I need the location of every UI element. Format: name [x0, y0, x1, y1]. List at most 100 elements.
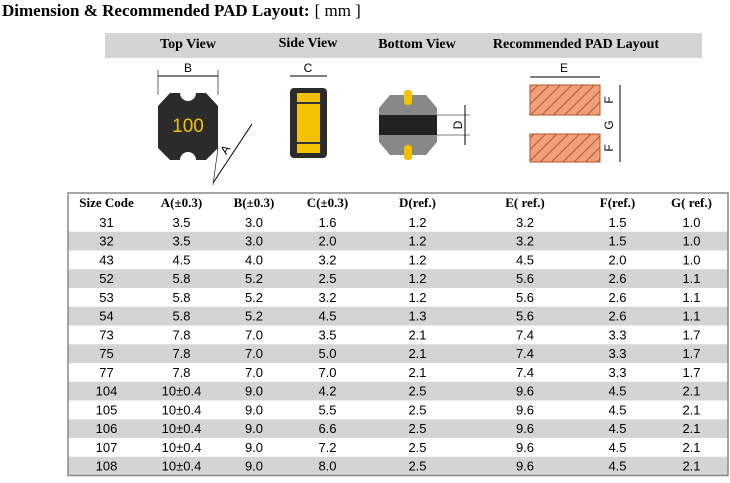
cell: 3.0	[245, 234, 263, 249]
cell: 4.5	[608, 440, 626, 455]
column-header: F(ref.)	[600, 195, 635, 210]
cell: 2.0	[318, 234, 336, 249]
column-header: E( ref.)	[505, 195, 544, 210]
row-bg	[68, 325, 728, 345]
cell: 5.6	[516, 271, 534, 286]
cell: 9.6	[516, 384, 534, 399]
cell: 5.2	[245, 309, 263, 324]
cell: 108	[96, 459, 118, 474]
cell: 5.5	[318, 402, 336, 417]
cell: 4.5	[516, 252, 534, 267]
cell: 2.6	[608, 309, 626, 324]
cell: 2.0	[608, 252, 626, 267]
cell: 3.5	[172, 215, 190, 230]
marking: 100	[172, 116, 204, 137]
side-view: C	[290, 61, 327, 158]
cell: 31	[99, 215, 113, 230]
cell: 9.0	[245, 384, 263, 399]
column-header: D(ref.)	[399, 195, 436, 210]
cell: 4.5	[608, 402, 626, 417]
cell: 9.0	[245, 402, 263, 417]
cell: 7.8	[172, 346, 190, 361]
cell: 73	[99, 327, 113, 342]
column-header: G( ref.)	[671, 195, 712, 210]
row-bg	[68, 344, 728, 363]
cell: 107	[96, 440, 118, 455]
cell: 5.6	[516, 290, 534, 305]
cell: 104	[96, 384, 118, 399]
cell: 5.8	[172, 309, 190, 324]
title-unit: [ mm ]	[315, 1, 361, 20]
cell: 3.5	[318, 327, 336, 342]
cell: 4.2	[318, 384, 336, 399]
view-header: Recommended PAD Layout	[493, 37, 660, 52]
cell: 2.5	[408, 384, 426, 399]
cell: 2.6	[608, 271, 626, 286]
table-border	[67, 192, 729, 477]
cell: 1.2	[408, 234, 426, 249]
cell: 2.1	[408, 346, 426, 361]
cell: 7.0	[245, 327, 263, 342]
dim-label: E	[560, 61, 568, 75]
cell: 3.5	[172, 234, 190, 249]
cell: 4.0	[245, 252, 263, 267]
cell: 3.3	[608, 346, 626, 361]
cell: 1.1	[682, 309, 700, 324]
cell: 2.5	[408, 459, 426, 474]
title: Dimension & Recommended PAD Layout: [ mm …	[2, 1, 361, 20]
cell: 4.5	[608, 384, 626, 399]
cell: 9.6	[516, 421, 534, 436]
cell: 105	[96, 402, 118, 417]
column-header: C(±0.3)	[307, 195, 348, 210]
cell: 10±0.4	[162, 421, 202, 436]
row-bg	[68, 456, 728, 476]
dim-label: A	[217, 142, 233, 157]
cell: 5.8	[172, 290, 190, 305]
cell: 2.5	[408, 440, 426, 455]
cell: 6.6	[318, 421, 336, 436]
table-header-bg	[68, 193, 728, 213]
cell: 5.2	[245, 290, 263, 305]
dim-label: G	[602, 120, 616, 129]
cell: 2.1	[682, 440, 700, 455]
view-header: Bottom View	[378, 37, 456, 52]
cell: 53	[99, 290, 113, 305]
cell: 7.0	[318, 365, 336, 380]
row-bg	[68, 288, 728, 307]
cell: 3.2	[516, 234, 534, 249]
cell: 1.7	[682, 365, 700, 380]
row-bg	[68, 231, 728, 251]
cell: 9.6	[516, 402, 534, 417]
dim-label: F	[602, 96, 616, 103]
cell: 1.3	[408, 309, 426, 324]
cell: 2.1	[682, 421, 700, 436]
cell: 3.2	[516, 215, 534, 230]
cell: 3.3	[608, 365, 626, 380]
view-header: Top View	[160, 37, 217, 52]
cell: 3.0	[245, 215, 263, 230]
row-bg	[68, 381, 728, 401]
row-bg	[68, 306, 728, 326]
cell: 1.5	[608, 215, 626, 230]
cell: 9.0	[245, 421, 263, 436]
row-bg	[68, 419, 728, 438]
column-header: A(±0.3)	[161, 195, 202, 210]
cell: 1.2	[408, 290, 426, 305]
row-bg	[68, 213, 728, 232]
cell: 77	[99, 365, 113, 380]
cell: 7.4	[516, 346, 534, 361]
cell: 1.7	[682, 346, 700, 361]
pad-layout: E F G F	[529, 61, 621, 163]
cell: 3.3	[608, 327, 626, 342]
cell: 5.6	[516, 309, 534, 324]
column-header: B(±0.3)	[234, 195, 275, 210]
cell: 3.2	[318, 290, 336, 305]
title-bold: Dimension & Recommended PAD Layout:	[2, 1, 310, 20]
cell: 10±0.4	[162, 440, 202, 455]
bottom-view: D	[379, 90, 470, 160]
view-header-bar	[105, 33, 702, 58]
cell: 52	[99, 271, 113, 286]
cell: 3.2	[318, 252, 336, 267]
cell: 1.0	[682, 234, 700, 249]
